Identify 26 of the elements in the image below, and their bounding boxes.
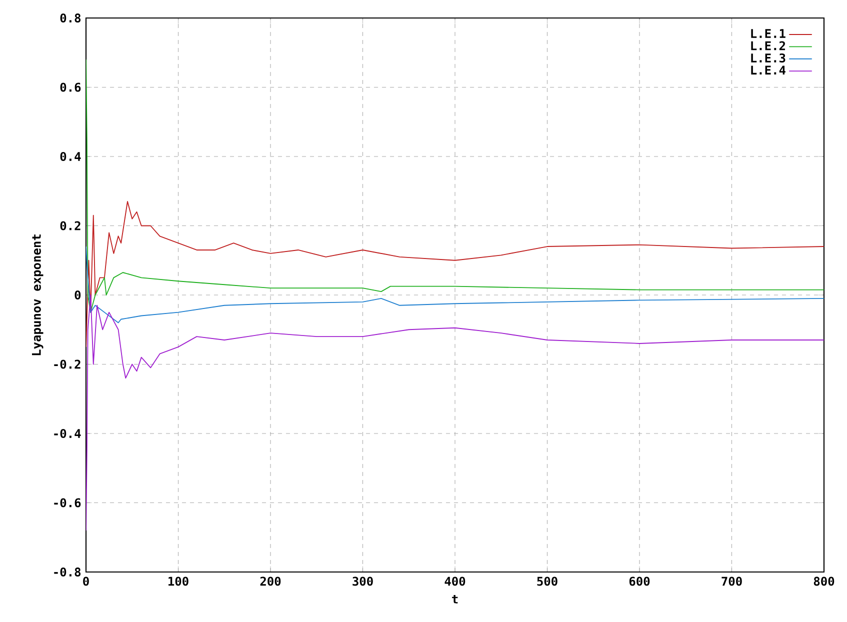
- x-tick-label: 400: [444, 576, 466, 586]
- x-tick-label: 200: [260, 576, 281, 586]
- legend-label: L.E.4: [751, 66, 786, 74]
- y-tick-label: 0.4: [60, 152, 81, 162]
- y-tick-label: 0.2: [60, 221, 80, 230]
- y-tick-label: 0: [74, 290, 81, 300]
- legend-label: L.E.2: [751, 41, 785, 50]
- x-axis-title: t: [452, 594, 458, 604]
- x-tick-label: 800: [814, 576, 834, 586]
- x-tick-label: 600: [629, 576, 650, 586]
- x-tick-label: 300: [352, 576, 373, 586]
- line-series: [86, 201, 824, 348]
- y-axis-title: Lyapunov exponent: [32, 234, 44, 356]
- y-tick-label: -0.4: [54, 428, 81, 438]
- x-tick-label: 0: [83, 576, 89, 586]
- x-tick-label: 100: [168, 576, 188, 586]
- line-series: [86, 294, 824, 531]
- y-tick-label: -0.2: [54, 360, 80, 369]
- y-tick-label: 0.6: [60, 82, 81, 92]
- x-tick-label: 700: [722, 576, 742, 586]
- x-tick-label: 500: [537, 576, 558, 586]
- legend-label: L.E.3: [751, 53, 786, 63]
- y-tick-label: -0.6: [54, 498, 81, 508]
- legend-label: L.E.1: [751, 29, 786, 38]
- y-tick-label: 0.8: [60, 13, 81, 23]
- y-tick-label: -0.8: [54, 567, 81, 577]
